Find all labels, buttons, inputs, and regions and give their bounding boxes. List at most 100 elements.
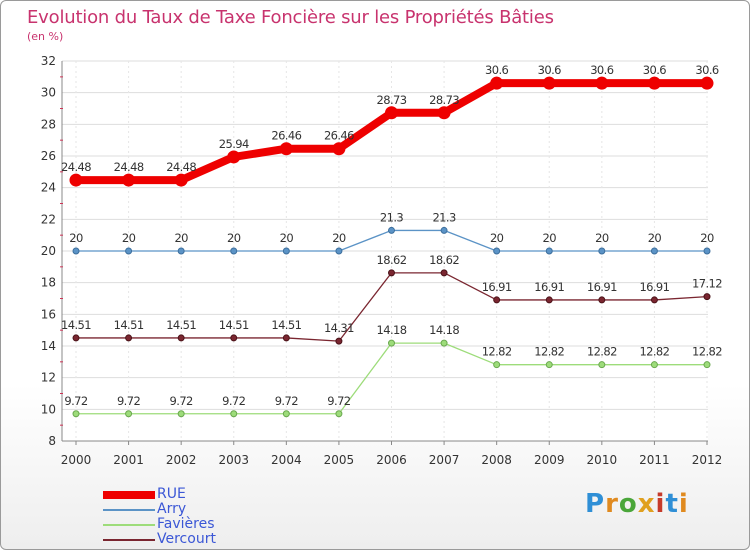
data-point [72,410,80,418]
x-tick-label: 2001 [113,453,144,467]
data-point [650,247,658,255]
data-label: 14.18 [429,323,459,337]
legend-swatch [103,523,155,526]
data-point [490,76,504,90]
data-point [335,247,343,255]
legend-swatch [103,490,155,499]
data-point [703,247,711,255]
data-label: 20 [543,231,557,245]
x-tick-label: 2000 [61,453,92,467]
data-label: 16.91 [534,280,564,294]
data-label: 9.72 [275,394,298,408]
y-tick-label: 10 [41,402,56,416]
data-label: 30.6 [643,63,666,77]
legend: RUE Arry Favières Vercourt [103,487,216,547]
y-tick-label: 16 [41,307,56,321]
data-point [493,247,501,255]
legend-item: RUE [103,487,216,502]
data-point [125,410,133,418]
data-point [700,76,714,90]
x-tick-label: 2004 [271,453,302,467]
legend-item: Vercourt [103,532,216,547]
data-point [335,337,343,345]
x-tick-label: 2007 [429,453,460,467]
legend-item: Arry [103,502,216,517]
y-tick-label: 8 [48,434,56,448]
data-label: 30.6 [695,63,718,77]
legend-swatch [103,538,155,541]
data-point [545,296,553,304]
data-point [545,361,553,369]
data-label: 12.82 [587,345,617,359]
data-point [177,410,185,418]
data-label: 21.3 [432,210,455,224]
data-label: 9.72 [327,394,350,408]
data-label: 9.72 [170,394,193,408]
data-label: 20 [595,231,609,245]
data-label: 14.51 [166,318,196,332]
data-label: 14.18 [377,323,407,337]
data-point [647,76,661,90]
data-point [282,247,290,255]
data-point [595,76,609,90]
data-label: 14.51 [271,318,301,332]
data-point [598,296,606,304]
data-point [440,269,448,277]
chart-title: Evolution du Taux de Taxe Foncière sur l… [27,7,554,28]
x-tick-label: 2006 [376,453,407,467]
data-point [385,106,398,120]
data-point [493,296,501,304]
data-label: 9.72 [117,394,140,408]
y-tick-label: 18 [41,276,56,290]
data-label: 24.48 [61,160,91,174]
data-point [279,142,293,156]
data-label: 20 [648,231,662,245]
data-point [122,173,136,187]
data-label: 20 [490,231,504,245]
data-point [335,410,343,418]
data-point [440,226,448,234]
data-point [282,334,290,342]
x-tick-label: 2011 [639,453,670,467]
legend-label: Favières [157,516,215,532]
data-label: 9.72 [222,394,245,408]
y-tick-label: 14 [41,339,56,353]
x-tick-label: 2005 [324,453,355,467]
y-tick-label: 32 [41,54,56,68]
data-label: 14.31 [324,321,354,335]
data-label: 26.46 [324,129,354,143]
data-point [703,293,711,301]
line-chart: 8 10 12 14 16 18 20 22 24 26 28 30 32 2000 2001 2002 200… [41,54,723,467]
data-point [545,247,553,255]
brand-logo: Proxiti [585,489,689,519]
data-label: 18.62 [429,253,459,267]
y-tick-label: 24 [41,181,56,195]
data-label: 14.51 [61,318,91,332]
legend-label: Vercourt [157,531,216,547]
data-label: 20 [700,231,714,245]
data-label: 28.73 [377,93,407,107]
data-label: 16.91 [587,280,617,294]
data-point [174,173,188,187]
data-label: 30.6 [538,63,561,77]
data-point [542,76,556,90]
data-label: 28.73 [429,93,459,107]
x-tick-label: 2002 [166,453,197,467]
data-label: 17.12 [692,277,722,291]
y-tick-label: 22 [41,212,56,226]
data-label: 26.46 [271,129,301,143]
data-label: 16.91 [639,280,669,294]
data-label: 25.94 [219,137,249,151]
legend-label: RUE [157,486,186,502]
data-point [388,226,395,234]
data-label: 20 [69,231,83,245]
legend-item: Favières [103,517,216,532]
data-label: 20 [227,231,241,245]
data-point [227,150,241,164]
data-label: 20 [332,231,346,245]
data-label: 21.3 [380,210,403,224]
data-label: 24.48 [166,160,196,174]
data-label: 24.48 [114,160,144,174]
data-label: 18.62 [377,253,407,267]
